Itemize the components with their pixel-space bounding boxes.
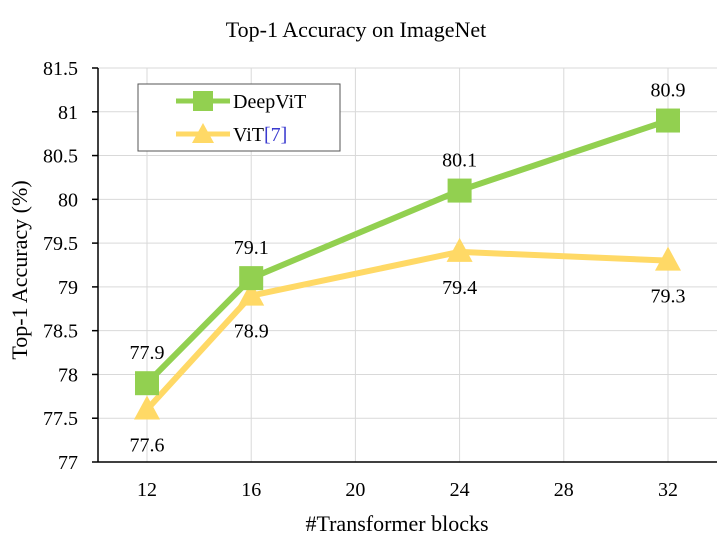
series-deepvit (135, 108, 680, 396)
axes (92, 67, 717, 463)
x-tick-label: 16 (241, 479, 261, 501)
data-point-deepvit (135, 371, 159, 396)
data-label-deepvit: 77.9 (130, 342, 165, 364)
y-tick-label: 80.5 (43, 146, 78, 168)
y-tick-label: 77 (58, 452, 78, 474)
chart-title: Top-1 Accuracy on ImageNet (226, 17, 487, 42)
y-tick-label: 81.5 (43, 58, 78, 80)
data-label-deepvit: 79.1 (234, 237, 269, 259)
data-label-deepvit: 80.9 (651, 80, 686, 102)
x-tick-label: 28 (554, 479, 574, 501)
legend-citation-vit: [7] (264, 124, 287, 146)
x-tick-label: 32 (658, 479, 678, 501)
data-point-vit (238, 281, 265, 306)
legend-label-vit-text: ViT[7] (233, 124, 287, 146)
legend: DeepViT ViT[7] (137, 83, 341, 152)
series-vit (134, 237, 681, 420)
data-label-deepvit: 80.1 (442, 150, 477, 172)
data-label-vit: 78.9 (234, 321, 269, 343)
data-label-vit: 79.4 (442, 277, 477, 299)
series-line-deepvit (144, 117, 669, 386)
data-point-vit (655, 246, 681, 271)
x-axis-label: #Transformer blocks (305, 511, 488, 536)
x-tick-label: 20 (345, 479, 365, 501)
data-point-vit (134, 395, 160, 420)
legend-label-vit: ViT (233, 124, 264, 146)
x-tick-labels: 12 16 20 24 28 32 (137, 479, 678, 501)
y-tick-label: 77.5 (43, 408, 78, 430)
legend-marker-vit (192, 123, 214, 143)
y-tick-label: 80 (58, 189, 78, 211)
series-group (134, 108, 681, 420)
x-tick-label: 12 (137, 479, 157, 501)
legend-label-deepvit: DeepViT (233, 91, 306, 113)
legend-marker-deepvit (193, 91, 213, 111)
data-point-deepvit (447, 178, 472, 203)
y-tick-labels: 77 77.5 78 78.5 79 79.5 80 80.5 81 81.5 (43, 58, 78, 474)
data-labels: 77.6 78.9 79.4 79.3 77.9 79.1 80.1 80.9 (130, 80, 686, 457)
series-line-vit (144, 248, 669, 412)
y-tick-label: 79.5 (43, 233, 78, 255)
y-tick-label: 78.5 (43, 321, 78, 343)
y-tick-label: 78 (58, 364, 78, 386)
y-tick-label: 81 (58, 102, 78, 124)
data-point-deepvit (239, 266, 264, 291)
data-point-deepvit (656, 108, 680, 133)
y-axis-label: Top-1 Accuracy (%) (7, 180, 32, 359)
x-tick-label: 24 (450, 479, 470, 501)
data-label-vit: 79.3 (651, 286, 686, 308)
y-tick-label: 79 (58, 277, 78, 299)
data-label-vit: 77.6 (130, 434, 165, 456)
data-point-vit (446, 237, 473, 262)
